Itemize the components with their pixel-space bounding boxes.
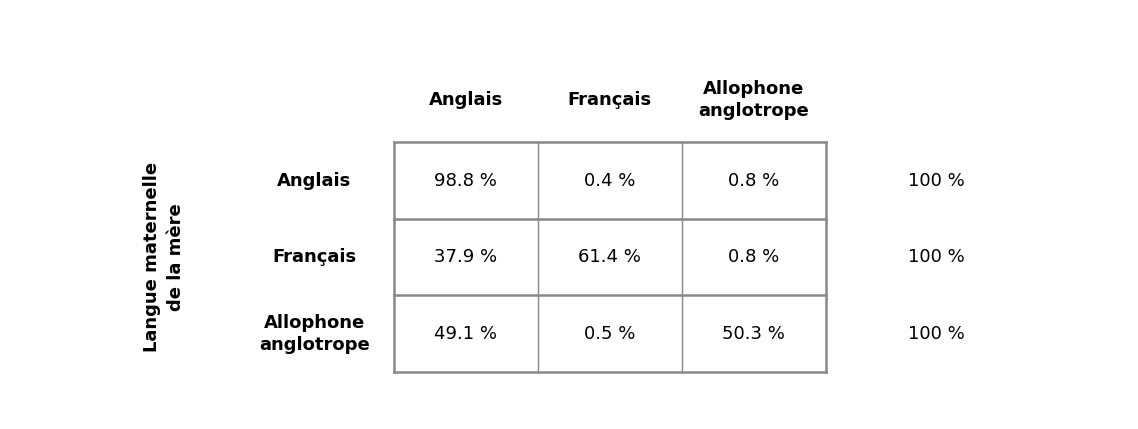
- Text: Français: Français: [272, 248, 356, 266]
- Text: 50.3 %: 50.3 %: [723, 325, 785, 343]
- Text: 0.5 %: 0.5 %: [584, 325, 635, 343]
- Text: 100 %: 100 %: [908, 325, 964, 343]
- Text: 100 %: 100 %: [908, 172, 964, 190]
- Text: 98.8 %: 98.8 %: [435, 172, 497, 190]
- Text: 0.8 %: 0.8 %: [728, 172, 780, 190]
- Text: Allophone
anglotrope: Allophone anglotrope: [699, 80, 809, 120]
- Text: 49.1 %: 49.1 %: [434, 325, 497, 343]
- Text: 0.4 %: 0.4 %: [584, 172, 635, 190]
- Text: 0.8 %: 0.8 %: [728, 248, 780, 266]
- Text: Allophone
anglotrope: Allophone anglotrope: [258, 314, 370, 354]
- Text: Anglais: Anglais: [278, 172, 352, 190]
- Text: Français: Français: [568, 91, 652, 109]
- Text: Langue maternelle
de la mère: Langue maternelle de la mère: [143, 162, 185, 352]
- Text: 61.4 %: 61.4 %: [578, 248, 641, 266]
- Text: 100 %: 100 %: [908, 248, 964, 266]
- Text: 37.9 %: 37.9 %: [434, 248, 497, 266]
- Text: Anglais: Anglais: [429, 91, 503, 109]
